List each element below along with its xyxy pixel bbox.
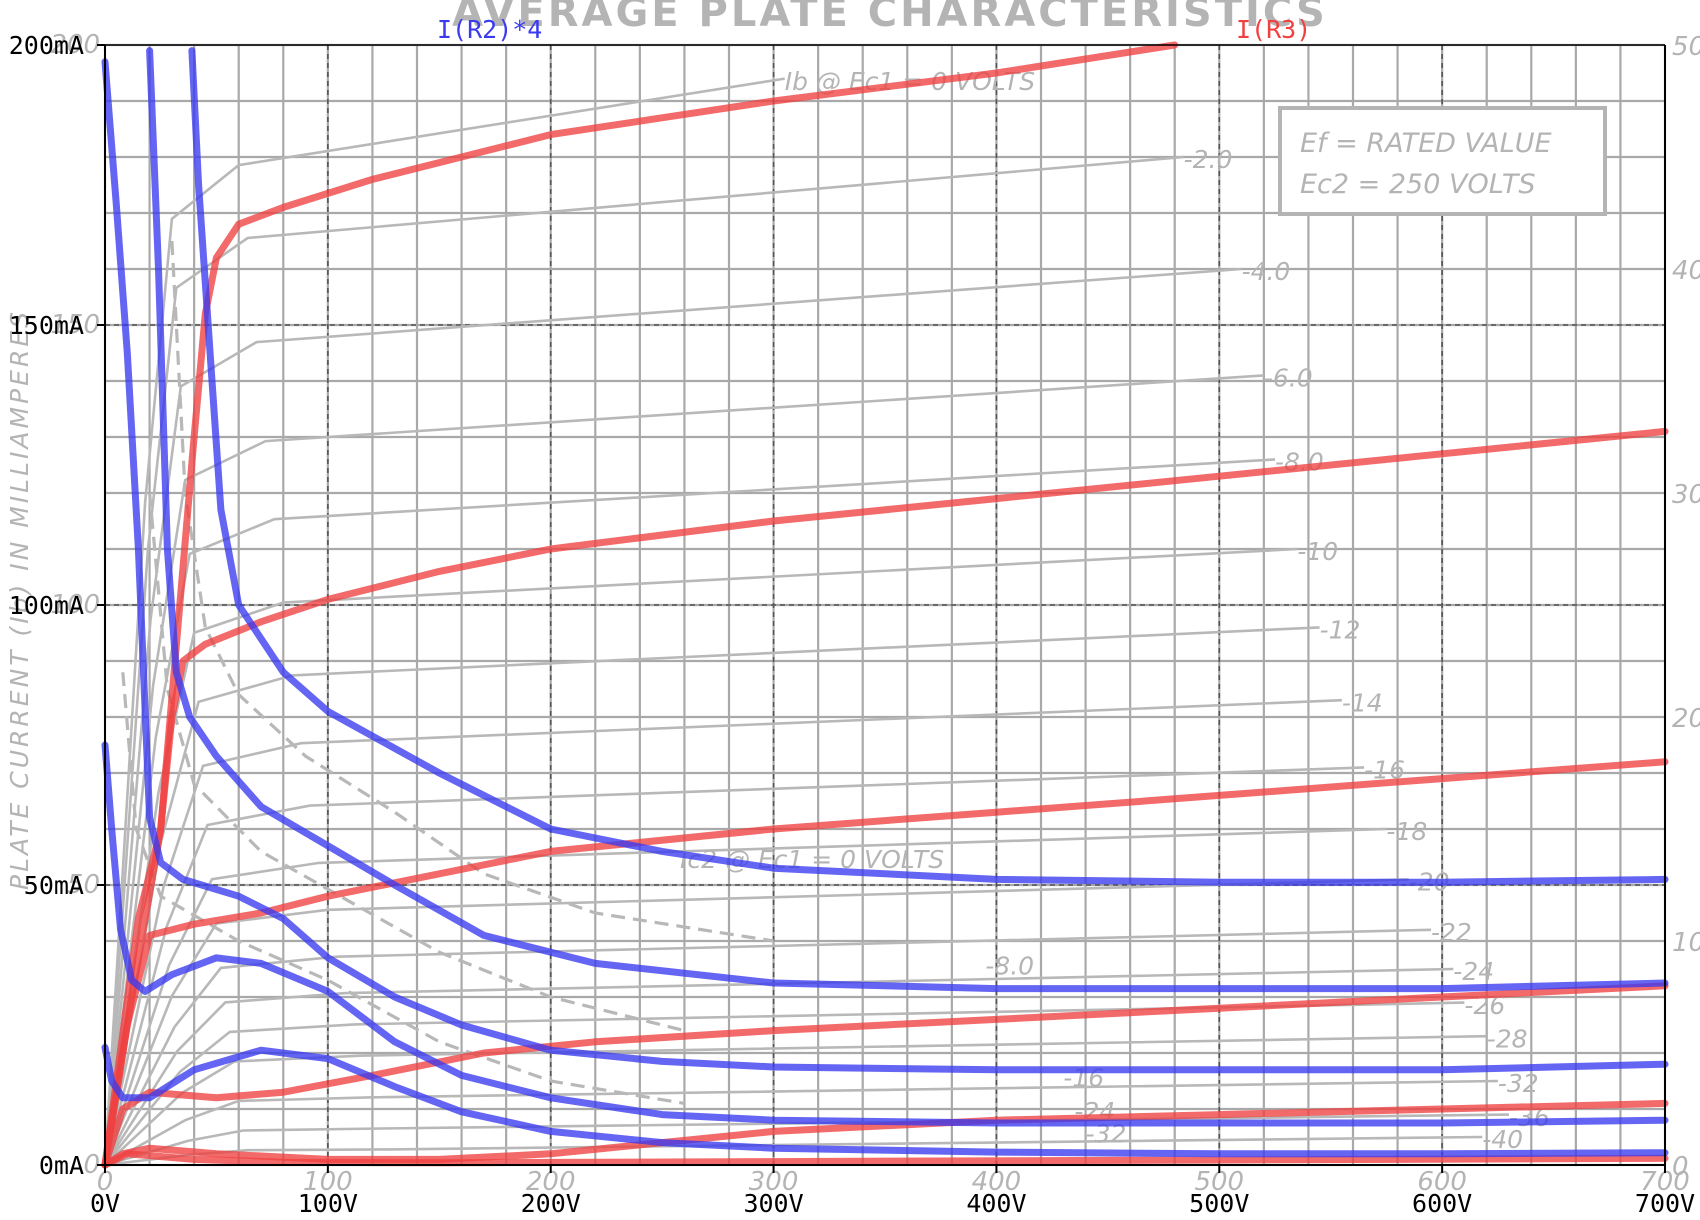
sheet-tick-labels: 0100200300400500600700050100150200010203… [50,30,1700,1197]
sheet-x-tick: 0 [97,1167,114,1197]
sheet-plate-curve [103,928,1432,1166]
sheet-annotation: -32 [1498,1069,1539,1098]
series-i-r2-4-curve-10 [101,1043,1669,1158]
data-series [101,41,1669,1169]
sheet-y-tick: 200 [50,30,100,60]
sheet-plate-curve [103,458,1276,1166]
sheet-annotation: -28 [1487,1024,1528,1053]
x-tick-label: 600V [1412,1189,1472,1218]
right-axis-tick: 10 [1672,928,1700,958]
series-i-r3-curve-1 [101,427,1669,1169]
sheet-annotation: -12 [1320,616,1361,645]
series-i-r3-curve-3 [101,982,1669,1169]
x-tick-label: 200V [521,1189,581,1218]
y-tick-label: 0mA [39,1151,84,1180]
right-axis-tick: 30 [1672,480,1700,510]
sheet-conditions-box: Ef = RATED VALUE Ec2 = 250 VOLTS [1278,106,1607,216]
series-i-r2-4-curve-9 [101,741,1669,1127]
sheet-plate-curve [103,155,1184,1166]
sheet-annotation: -24 [1453,957,1494,986]
y-tick-label: 200mA [9,31,84,60]
sheet-plate-curve [103,1001,1465,1166]
x-tick-label: 400V [966,1189,1026,1218]
sheet-annotation: -18 [1386,817,1427,846]
sheet-y-tick: 100 [50,590,100,620]
sheet-box-line-1: Ef = RATED VALUE [1300,128,1552,159]
right-axis-tick: 50 [1672,32,1700,62]
x-tick-label: 0V [90,1189,120,1218]
sheet-y-tick: 0 [83,1150,100,1180]
right-axis-tick: 0 [1672,1152,1689,1182]
sheet-annotation: -2.0 [1184,145,1233,174]
sheet-annotation: -8.0 [985,952,1034,981]
y-axis-label: PLATE CURRENT (Ib) IN MILLIAMPERES [5,309,34,890]
sheet-screen-curve [121,672,685,1105]
legend: I(R2)*4 I(R3) [437,15,1311,44]
sheet-annotation: -4.0 [1242,257,1291,286]
legend-item-i-r2: I(R2)*4 [437,15,542,44]
sheet-annotation: -6.0 [1264,364,1313,393]
sheet-annotation: -14 [1342,688,1383,717]
sheet-plate-curve [103,77,785,1166]
sheet-plate-curve [104,1079,1498,1167]
sheet-title: AVERAGE PLATE CHARACTERISTICS [452,0,1328,36]
sheet-annotation: -10 [1297,537,1338,566]
sheet-annotation: -22 [1431,918,1472,947]
sheet-annotation: -40 [1482,1125,1523,1154]
y-tick-label: 50mA [24,871,84,900]
sheet-y-tick: 50 [67,870,100,900]
sheet-plate-curve [103,698,1342,1166]
sheet-box-line-2: Ec2 = 250 VOLTS [1300,169,1536,200]
sheet-plate-curve [103,766,1365,1166]
legend-item-i-r3: I(R3) [1236,15,1311,44]
right-axis-tick: 40 [1672,256,1700,286]
series-i-r2-4-curve-8 [101,58,1669,1074]
series-i-r3-curve-5 [101,1150,1669,1169]
x-tick-label: 700V [1635,1189,1695,1218]
sheet-screen-curve [170,240,774,943]
right-axis-tick: 20 [1672,704,1700,734]
series-i-r2-4-curve-7 [146,47,1669,993]
sheet-screen-curve [148,492,685,1033]
y-tick-label: 150mA [9,311,84,340]
y-tick-label: 100mA [9,591,84,620]
x-tick-label: 100V [298,1189,358,1218]
x-tick-label: 500V [1189,1189,1249,1218]
sheet-plate-curve [103,374,1264,1166]
x-tick-label: 300V [743,1189,803,1218]
chart-title: AVERAGE PLATE CHARACTERISTICS [452,0,1328,36]
series-i-r2-4-curve-6 [188,47,1669,886]
series-i-r3-curve-2 [101,758,1669,1169]
sheet-y-tick: 150 [50,310,100,340]
series-i-r3-curve-4 [101,1099,1669,1169]
axis-tick-labels: 0V 100V 200V 300V 400V 500V 600V 700V 0mA 50mA 100… [9,31,1695,1218]
